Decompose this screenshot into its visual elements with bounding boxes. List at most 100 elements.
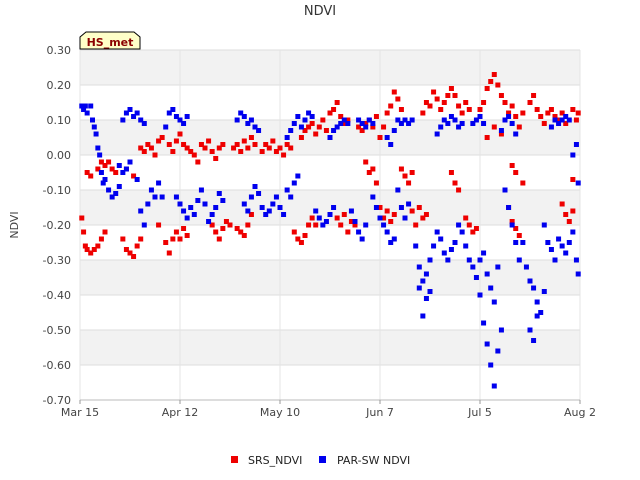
data-point xyxy=(166,110,172,116)
data-point xyxy=(473,117,479,123)
chart-title: NDVI xyxy=(304,4,336,19)
data-point xyxy=(566,117,572,123)
data-point xyxy=(356,229,362,235)
x-tick-label: Aug 2 xyxy=(564,406,596,419)
data-point xyxy=(273,194,279,200)
data-point xyxy=(338,114,344,119)
data-point xyxy=(106,159,112,165)
data-point xyxy=(127,159,133,165)
data-point xyxy=(370,166,376,172)
data-point xyxy=(373,205,379,210)
data-point xyxy=(520,240,526,245)
data-point xyxy=(484,86,490,91)
data-point xyxy=(452,240,458,245)
data-point xyxy=(445,121,451,126)
y-tick-label: -0.60 xyxy=(43,359,71,372)
data-point xyxy=(134,243,140,249)
x-tick-label: Jun 7 xyxy=(365,406,394,419)
data-point xyxy=(463,100,469,105)
data-point xyxy=(166,142,172,147)
data-point xyxy=(452,117,458,123)
data-point xyxy=(356,117,362,123)
data-point xyxy=(320,117,326,123)
data-point xyxy=(145,142,151,147)
data-point xyxy=(370,121,376,126)
y-tick-label: 0.20 xyxy=(47,79,72,92)
data-point xyxy=(541,121,547,126)
data-point xyxy=(241,201,247,207)
data-point xyxy=(416,285,422,291)
data-point xyxy=(256,191,262,196)
data-point xyxy=(82,243,88,249)
data-point xyxy=(520,180,526,186)
data-point xyxy=(191,152,197,158)
data-point xyxy=(570,177,576,182)
data-point xyxy=(309,215,315,221)
data-point xyxy=(184,233,190,238)
data-point xyxy=(388,219,394,224)
data-point xyxy=(575,271,581,277)
y-tick-label: -0.50 xyxy=(43,324,71,337)
data-point xyxy=(241,114,247,119)
data-point xyxy=(84,110,90,116)
data-point xyxy=(302,233,308,238)
data-point xyxy=(223,219,229,224)
data-point xyxy=(570,229,576,235)
data-point xyxy=(98,170,104,175)
data-point xyxy=(331,205,337,210)
data-point xyxy=(563,121,569,126)
data-point xyxy=(245,145,251,151)
data-point xyxy=(431,89,437,95)
data-point xyxy=(313,131,319,137)
data-point xyxy=(509,163,515,168)
data-point xyxy=(477,114,483,119)
data-point xyxy=(216,191,222,196)
y-tick-label: -0.30 xyxy=(43,254,71,267)
data-point xyxy=(352,219,358,224)
data-point xyxy=(552,117,558,123)
data-point xyxy=(345,121,351,126)
data-point xyxy=(298,240,304,245)
data-point xyxy=(338,222,344,228)
data-point xyxy=(359,128,365,133)
x-tick-label: Apr 12 xyxy=(162,406,199,419)
data-point xyxy=(484,135,490,140)
data-point xyxy=(388,103,394,109)
data-point xyxy=(488,285,494,291)
data-point xyxy=(295,236,301,242)
legend: SRS_NDVI PAR-SW NDVI xyxy=(231,454,410,467)
plot-band xyxy=(80,330,580,365)
data-point xyxy=(575,180,581,186)
data-point xyxy=(170,107,176,112)
data-point xyxy=(559,110,565,116)
data-point xyxy=(431,243,437,249)
data-point xyxy=(309,114,315,119)
y-tick-label: -0.40 xyxy=(43,289,71,302)
data-point xyxy=(156,222,162,228)
y-tick-label: 0.30 xyxy=(47,44,72,57)
badge-label: HS_met xyxy=(87,36,134,49)
data-point xyxy=(291,121,297,126)
data-point xyxy=(141,222,147,228)
data-point xyxy=(370,124,376,130)
data-point xyxy=(409,170,415,175)
data-point xyxy=(491,299,497,305)
source-badge: HS_met xyxy=(79,31,141,50)
data-point xyxy=(220,142,226,147)
data-point xyxy=(248,117,254,123)
legend-swatch-srs xyxy=(231,456,238,463)
data-point xyxy=(384,110,390,116)
data-point xyxy=(545,240,551,245)
data-point xyxy=(398,166,404,172)
data-point xyxy=(423,212,429,217)
data-point xyxy=(98,159,104,165)
data-point xyxy=(445,93,451,98)
data-point xyxy=(82,103,88,109)
data-point xyxy=(366,117,372,123)
data-point xyxy=(91,247,97,252)
data-point xyxy=(334,215,340,221)
data-point xyxy=(109,166,115,172)
data-point xyxy=(448,247,454,252)
data-point xyxy=(100,180,106,186)
data-point xyxy=(266,145,272,151)
